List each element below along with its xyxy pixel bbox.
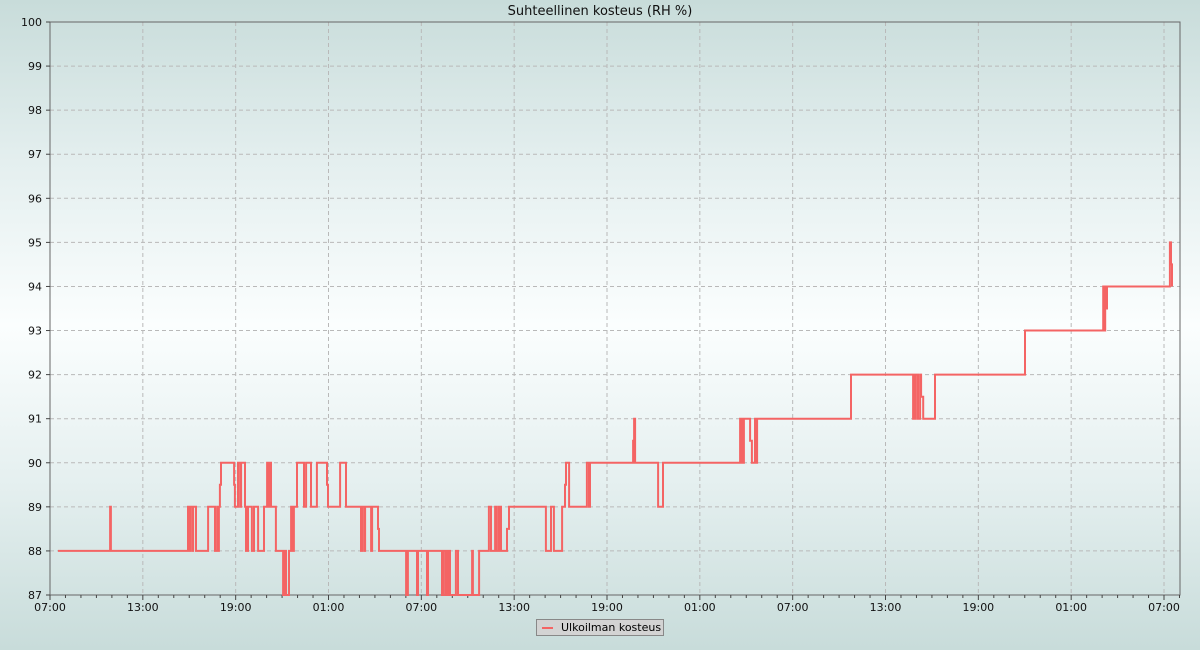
x-tick-label: 13:00 <box>498 601 530 614</box>
y-tick-label: 98 <box>28 104 42 117</box>
legend-label: Ulkoilman kosteus <box>561 621 662 634</box>
y-tick-label: 94 <box>28 280 42 293</box>
series-line <box>58 241 1173 596</box>
x-tick-label: 19:00 <box>962 601 994 614</box>
legend-swatch <box>542 626 553 629</box>
y-tick-label: 88 <box>28 545 42 558</box>
x-tick-label: 19:00 <box>220 601 252 614</box>
x-tick-label: 13:00 <box>870 601 902 614</box>
x-tick-label: 19:00 <box>591 601 623 614</box>
x-tick-label: 07:00 <box>34 601 66 614</box>
y-tick-label: 93 <box>28 325 42 338</box>
x-tick-label: 01:00 <box>684 601 716 614</box>
y-tick-label: 91 <box>28 413 42 426</box>
x-tick-label: 01:00 <box>1055 601 1087 614</box>
axes: 87 88 89 90 91 92 93 94 95 96 97 98 99 100 07:00 13:00 1… <box>21 16 1181 614</box>
y-tick-label: 99 <box>28 60 42 73</box>
x-tick-label: 01:00 <box>313 601 345 614</box>
y-tick-label: 97 <box>28 148 42 161</box>
plot-frame <box>49 21 1181 596</box>
x-tick-label: 07:00 <box>405 601 437 614</box>
x-tick-label: 07:00 <box>1148 601 1180 614</box>
x-tick-label: 13:00 <box>127 601 159 614</box>
y-tick-label: 90 <box>28 457 42 470</box>
y-tick-label: 87 <box>28 589 42 602</box>
y-tick-label: 89 <box>28 501 42 514</box>
chart-title: Suhteellinen kosteus (RH %) <box>508 4 693 19</box>
legend: Ulkoilman kosteus <box>536 619 664 636</box>
y-tick-label: 95 <box>28 236 42 249</box>
y-tick-label: 100 <box>21 16 42 29</box>
y-tick-label: 96 <box>28 192 42 205</box>
series-layer <box>58 241 1173 596</box>
x-tick-label: 07:00 <box>777 601 809 614</box>
y-tick-label: 92 <box>28 369 42 382</box>
